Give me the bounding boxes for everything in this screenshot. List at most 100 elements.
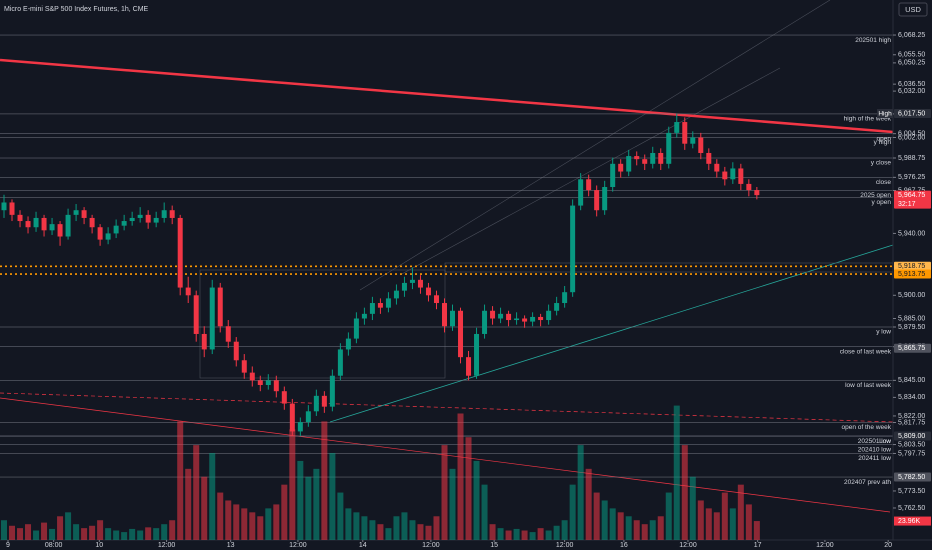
candle-body: [730, 168, 736, 180]
volume-bar: [305, 476, 312, 540]
volume-bar: [497, 528, 504, 540]
candle-body: [281, 391, 287, 404]
candle-body: [217, 287, 223, 327]
candle-body: [153, 217, 159, 223]
x-tick-label: 17: [754, 542, 762, 549]
volume-bar: [41, 522, 48, 540]
candle-body: [522, 318, 528, 322]
candle-body: [361, 313, 367, 319]
y-tick-label: 5,845.00: [898, 377, 925, 384]
volume-bar: [489, 524, 496, 540]
candle-body: [538, 316, 544, 321]
candle-body: [482, 310, 488, 334]
candle-body: [433, 295, 439, 304]
volume-bar: [201, 476, 208, 540]
volume-bar: [129, 528, 136, 540]
candle-body: [425, 287, 431, 296]
candle-body: [369, 303, 375, 314]
x-tick-label: 08:00: [45, 542, 63, 549]
candle-body: [321, 395, 327, 407]
volume-bar: [425, 525, 432, 540]
x-tick-label: 16: [620, 542, 628, 549]
volume-bar: [713, 512, 720, 540]
x-tick-label: 9: [6, 542, 10, 549]
candle-body: [458, 310, 464, 358]
price-marker-label: 6,017.50: [898, 110, 925, 117]
y-tick-label: 5,976.25: [898, 174, 925, 181]
candle-body: [337, 349, 343, 376]
volume-bar: [697, 500, 704, 540]
level-label: high of the week: [844, 116, 892, 123]
candle-body: [570, 205, 576, 293]
trend-line: [359, 0, 831, 291]
y-tick-label: 5,797.75: [898, 450, 925, 457]
volume-bar: [369, 520, 376, 540]
y-tick-label: 5,885.00: [898, 315, 925, 322]
candle-body: [137, 214, 143, 218]
volume-bar: [177, 421, 184, 540]
candle-body: [746, 183, 752, 191]
y-tick-label: 6,004.50: [898, 130, 925, 137]
volume-bar: [105, 528, 112, 540]
level-label: 202411 low: [858, 455, 891, 462]
candle-body: [353, 318, 359, 339]
volume-bar: [361, 516, 368, 540]
volume-bar: [721, 492, 728, 540]
candle-body: [329, 375, 335, 407]
price-marker: [894, 269, 931, 279]
y-tick-label: 6,068.25: [898, 32, 925, 39]
candle-body: [722, 171, 728, 180]
candle-body: [409, 279, 415, 283]
candle-body: [738, 168, 744, 184]
candle-body: [666, 132, 672, 164]
volume-bar: [433, 516, 440, 540]
x-tick-label: 10: [95, 542, 103, 549]
price-marker-label: 5,809.00: [898, 433, 925, 440]
candle-body: [594, 190, 600, 211]
y-tick-label: 6,036.50: [898, 81, 925, 88]
candle-body: [658, 152, 664, 164]
candle-body: [57, 224, 63, 237]
volume-bar: [633, 520, 640, 540]
level-label: low of last week: [845, 382, 892, 389]
level-label: open: [877, 135, 892, 142]
volume-bar: [449, 468, 456, 540]
volume-bar: [417, 524, 424, 540]
currency-label[interactable]: USD: [905, 5, 921, 14]
price-marker-label: 5,913.75: [898, 271, 925, 278]
candle-body: [33, 217, 39, 228]
price-marker: [894, 343, 931, 353]
level-label: open of the week: [841, 424, 891, 431]
candle-body: [618, 163, 624, 172]
candle-body: [530, 316, 536, 322]
level-label: 202501 high: [855, 37, 891, 44]
volume-bar: [209, 453, 216, 540]
candle-body: [634, 156, 640, 160]
level-label: Low: [879, 438, 891, 445]
candle-body: [193, 295, 199, 334]
volume-bar: [601, 500, 608, 540]
volume-bar: [457, 413, 464, 540]
candle-body: [161, 210, 167, 218]
volume-bar: [57, 516, 64, 540]
volume-bar: [553, 525, 560, 540]
volume-bar: [737, 484, 744, 540]
candle-body: [698, 137, 704, 153]
candle-body: [586, 179, 592, 191]
currency-button[interactable]: [898, 2, 928, 17]
volume-bar: [537, 528, 544, 540]
candle-body: [305, 411, 311, 423]
candle-body: [450, 310, 456, 327]
volume-bar: [313, 468, 320, 540]
price-marker-label: 5,964.75: [898, 192, 925, 199]
price-marker: [894, 472, 931, 482]
candle-body: [289, 403, 295, 432]
candle-body: [89, 217, 95, 228]
candle-body: [385, 298, 391, 308]
candle-body: [209, 287, 215, 350]
candle-body: [65, 214, 71, 237]
x-tick-label: 12:00: [816, 542, 834, 549]
trend-line: [399, 67, 781, 276]
price-marker: [894, 431, 931, 441]
candle-body: [377, 303, 383, 308]
